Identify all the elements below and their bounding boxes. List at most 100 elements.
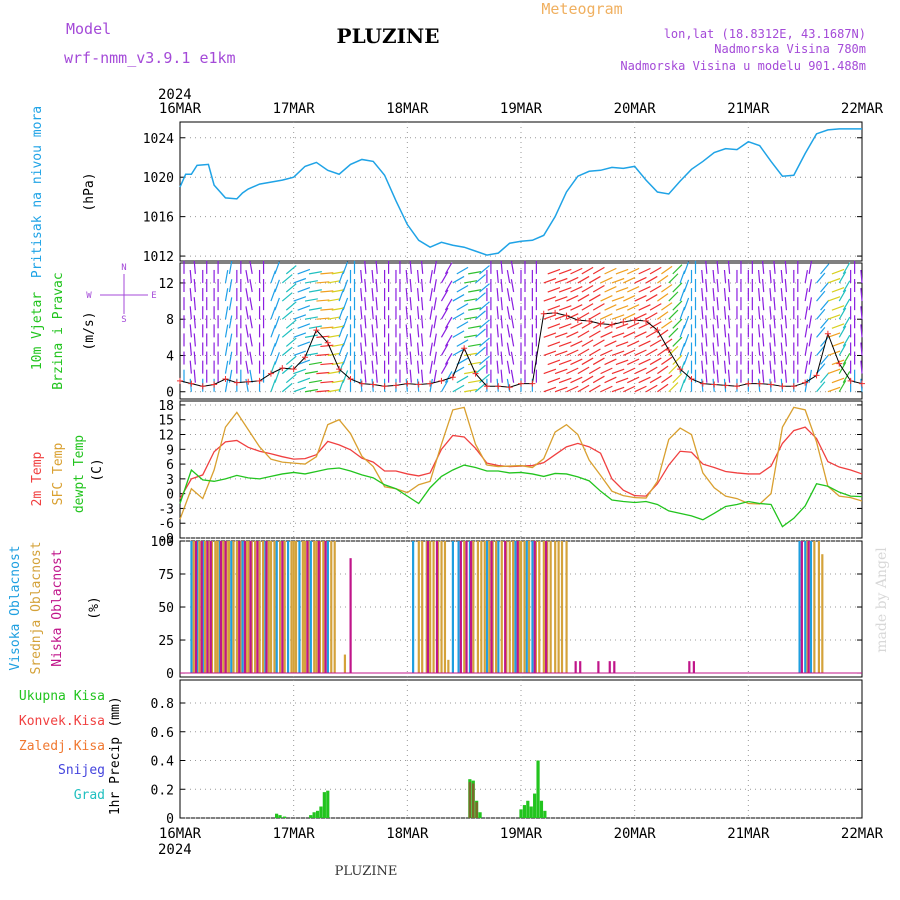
wind-speed-point — [733, 383, 740, 390]
wind-arrow — [679, 343, 686, 356]
wind-arrow — [547, 341, 561, 347]
pressure-panel: Pritisak na nivou mora (hPa) 1012 1016 102… — [30, 106, 863, 278]
wind-speed-point — [392, 382, 399, 389]
wind-arrow — [547, 305, 561, 311]
wind-arrow — [701, 342, 704, 356]
wind-speed-point — [404, 380, 411, 387]
wind-arrow — [757, 288, 761, 302]
mid_cloud-bar — [447, 659, 450, 674]
wind-arrow — [716, 351, 719, 365]
wind-arrow — [342, 352, 349, 365]
cloud-unit: (%) — [87, 596, 102, 619]
high_cloud-bar — [230, 541, 233, 674]
wind-arrow — [657, 347, 669, 356]
low_cloud-bar — [200, 541, 203, 674]
wind-arrow — [592, 357, 605, 366]
meteogram-label: Meteogram — [541, 0, 622, 18]
wind-arrow — [723, 269, 727, 283]
wind-arrow — [804, 360, 809, 374]
mid_cloud-bar — [290, 541, 293, 674]
wind-arrow — [634, 331, 647, 338]
wind-arrow — [456, 321, 469, 329]
wind-arrow — [510, 260, 515, 274]
wind-arrow — [588, 294, 601, 302]
compass-east: E — [151, 291, 156, 301]
y-tick-label: -6 — [158, 517, 174, 532]
wind-arrow — [570, 285, 583, 293]
wind-arrow — [784, 333, 788, 347]
wind-arrow — [293, 314, 307, 320]
low_cloud-bar — [238, 541, 241, 674]
wind-arrow — [547, 287, 561, 293]
wind-arrow — [304, 352, 318, 357]
wind-arrow — [506, 306, 511, 320]
wind-panel: 10m Vjetar Brzina i Pravac (m/s) N S W E… — [30, 260, 865, 401]
wind-arrow — [701, 288, 704, 302]
wind-arrow — [723, 324, 727, 338]
wind-arrow — [827, 277, 841, 284]
frozen-bar — [475, 802, 478, 818]
wind-arrow — [723, 306, 727, 320]
mid_cloud-bar — [491, 541, 494, 674]
wind-arrow — [405, 378, 408, 392]
low_cloud-bar — [435, 541, 439, 674]
wind-arrow — [761, 279, 765, 293]
y-tick-label: 0 — [166, 488, 174, 503]
wind-arrow — [716, 260, 719, 274]
wind-speed-point — [188, 380, 195, 387]
wind-arrow — [701, 269, 704, 283]
mid_cloud-bar — [207, 541, 210, 674]
wind-arrow — [611, 332, 625, 338]
low_cloud-bar — [516, 541, 519, 674]
wind-arrow — [672, 300, 683, 311]
wind-arrow — [668, 345, 679, 356]
wind-arrow — [554, 350, 568, 357]
wind-arrow — [506, 288, 511, 302]
wind-arrow — [623, 385, 636, 393]
wind-arrow — [468, 271, 482, 275]
low_cloud-bar — [459, 541, 462, 674]
wind-arrow — [592, 321, 605, 329]
high_cloud-bar — [798, 541, 801, 674]
wind-arrow — [600, 331, 613, 338]
wind-arrow — [224, 324, 229, 338]
wind-arrow — [808, 333, 813, 347]
legend-freezing-rain: Zaledj.Kisa — [19, 739, 105, 754]
mid_cloud-bar — [806, 541, 809, 674]
wind-arrow — [360, 288, 363, 302]
wind-arrow — [661, 265, 673, 275]
wind-arrow — [723, 288, 727, 302]
wind-arrow — [566, 367, 579, 375]
wind-arrow — [440, 289, 449, 302]
total_precip-bar — [309, 815, 313, 818]
wind-arrow — [506, 342, 511, 356]
x-top-label: 20MAR — [614, 101, 657, 117]
wind-arrow — [456, 339, 469, 347]
mid_cloud-bar — [560, 541, 564, 674]
y-tick-label: 15 — [158, 414, 174, 429]
wind-arrow — [581, 357, 594, 366]
wind-arrow — [468, 325, 482, 329]
lonlat-text: lon,lat (18.8312E, 43.1687N) — [664, 27, 866, 41]
elevation-text: Nadmorska Visina 780m — [714, 42, 866, 56]
wind-arrow — [416, 269, 420, 283]
wind-arrow — [820, 263, 830, 275]
wind-speed-point — [483, 383, 490, 390]
wind-arrow — [228, 279, 233, 293]
total_precip-bar — [326, 790, 330, 818]
cloud-ticks: 0 25 50 75 100 — [151, 535, 862, 682]
wind-arrow — [224, 360, 229, 374]
low_cloud-bar — [597, 661, 600, 674]
wind-arrow — [638, 285, 651, 293]
wind-arrow — [769, 378, 772, 392]
wind-arrow — [827, 368, 841, 375]
wind-arrow — [638, 358, 651, 366]
mid_cloud-bar — [244, 541, 248, 674]
wind-arrow — [440, 380, 449, 393]
wind-arrow — [645, 275, 658, 284]
wind-arrow — [444, 352, 453, 365]
mid_cloud-bar — [472, 541, 475, 674]
wind-arrow — [820, 317, 830, 329]
wind-arrow — [588, 348, 601, 356]
wind-arrow — [716, 297, 719, 311]
